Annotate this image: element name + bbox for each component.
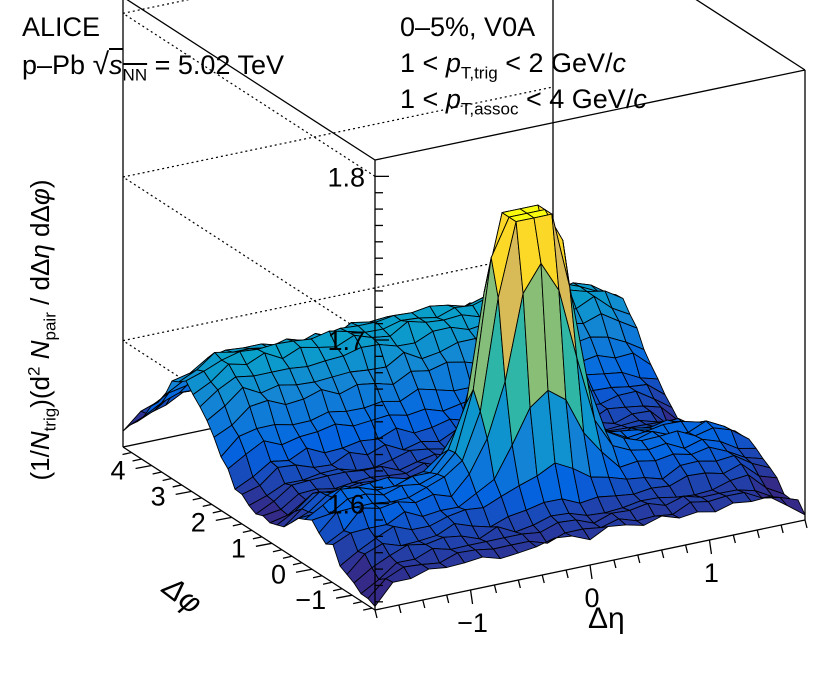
assoc-pt-label: 1 < pT,assoc < 4 GeV/c — [400, 84, 647, 119]
x-minor-tick — [493, 584, 498, 594]
y-minor-tick — [122, 451, 132, 456]
left-top-edge — [126, 0, 376, 161]
y-tick-label: 1 — [231, 533, 246, 563]
z-tick-label: 1.8 — [327, 162, 365, 192]
y-minor-tick — [252, 536, 263, 540]
y-major-tick — [135, 464, 152, 470]
centrality-label: 0–5%, V0A — [400, 12, 536, 42]
x-minor-tick — [446, 594, 450, 604]
y-minor-tick — [292, 562, 303, 566]
z-tick-label: 1.7 — [327, 326, 365, 356]
x-major-tick — [708, 539, 713, 555]
y-minor-tick — [232, 523, 242, 527]
experiment-label: ALICE — [22, 12, 101, 42]
system-name: p–Pb — [22, 50, 86, 80]
trigger-pt-label: 1 < pT,trig < 2 GeV/c — [400, 48, 627, 83]
right-top-edge — [695, 0, 806, 71]
x-minor-tick — [780, 524, 784, 534]
x-minor-tick — [422, 599, 426, 609]
y-minor-tick — [352, 601, 363, 605]
y-minor-tick — [132, 458, 142, 462]
y-minor-tick — [242, 529, 252, 533]
surface-mesh — [122, 204, 806, 607]
y-minor-tick — [332, 588, 343, 592]
x-minor-tick — [637, 554, 641, 564]
grid-back-1 — [122, 86, 554, 178]
s-subscript: NN — [122, 65, 148, 85]
surface-cell — [122, 410, 149, 432]
x-minor-tick — [732, 534, 736, 544]
x-major-tick — [469, 589, 474, 605]
y-axis-line — [122, 446, 376, 611]
x-minor-tick — [398, 604, 402, 614]
y-tick-label: −1 — [295, 585, 326, 615]
y-minor-tick — [272, 549, 283, 553]
x-major-tick — [589, 564, 593, 580]
grid-back-0 — [122, 250, 554, 342]
x-minor-tick — [374, 609, 378, 619]
y-major-tick — [215, 516, 232, 522]
x-minor-tick — [613, 559, 617, 569]
x-tick-label: −1 — [457, 608, 488, 638]
x-minor-tick — [565, 569, 569, 579]
y-minor-tick — [162, 477, 172, 482]
y-minor-tick — [212, 510, 222, 514]
y-tick-label: 0 — [271, 559, 286, 589]
y-minor-tick — [202, 503, 212, 508]
x-minor-tick — [517, 579, 521, 589]
y-minor-tick — [172, 484, 182, 488]
x-tick-label: 0 — [584, 583, 599, 613]
y-minor-tick — [312, 575, 323, 579]
y-tick-label: 3 — [151, 481, 166, 511]
y-tick-label: 4 — [111, 455, 126, 485]
x-axis-title: Δη — [588, 602, 625, 635]
energy-value: = 5.02 TeV — [154, 50, 284, 80]
y-minor-tick — [282, 555, 293, 559]
s-symbol: s — [109, 50, 123, 80]
grid-left-1 — [122, 176, 376, 341]
y-minor-tick — [363, 607, 373, 611]
x-minor-tick — [684, 544, 689, 554]
y-major-tick — [175, 490, 192, 496]
x-minor-tick — [541, 574, 545, 584]
grid-left-2 — [122, 12, 376, 177]
surface-cell — [779, 496, 806, 516]
collision-system-label: p–Pb √sNN = 5.02 TeV — [22, 48, 284, 85]
y-major-tick — [255, 542, 273, 547]
x-minor-tick — [661, 549, 665, 559]
y-major-tick — [295, 568, 313, 573]
y-minor-tick — [152, 471, 162, 475]
x-minor-tick — [756, 529, 760, 539]
y-minor-tick — [192, 497, 202, 501]
z-tick-label: 1.6 — [327, 490, 365, 520]
z-axis-title: (1/Ntrig)(d2 Npair / dΔη dΔφ) — [24, 179, 60, 481]
y-tick-label: 2 — [191, 507, 206, 537]
y-minor-tick — [322, 581, 333, 585]
x-tick-label: 1 — [704, 558, 719, 588]
front-top-edge — [374, 69, 806, 161]
y-major-tick — [335, 594, 353, 599]
x-minor-tick — [804, 519, 808, 529]
